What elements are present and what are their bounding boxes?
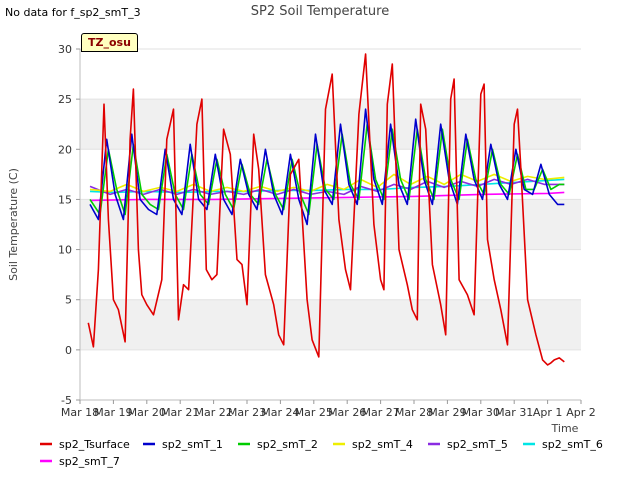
x-tick-label: Mar 23 [228,406,266,419]
y-tick-label: 10 [58,244,72,257]
x-tick-label: Mar 30 [462,406,500,419]
legend-label-sp2_smT_5: sp2_smT_5 [447,438,508,451]
y-tick-label: 30 [58,43,72,56]
y-tick-label: -5 [61,394,72,407]
x-tick-label: Mar 22 [194,406,232,419]
legend-label-sp2_smT_2: sp2_smT_2 [257,438,318,451]
x-tick-label: Mar 20 [128,406,166,419]
x-tick-label: Mar 29 [428,406,466,419]
series-line-sp2_Tsurface [87,53,565,366]
legend-label-sp2_smT_7: sp2_smT_7 [59,455,120,468]
x-tick-label: Mar 18 [61,406,99,419]
legend-label-sp2_smT_1: sp2_smT_1 [162,438,223,451]
x-tick-label: Mar 21 [161,406,199,419]
series-line-sp2_smT_6 [89,178,565,194]
grid-band [80,299,581,350]
x-tick-label: Mar 24 [261,406,299,419]
y-tick-label: 25 [58,93,72,106]
y-tick-label: 5 [65,294,72,307]
timezone-badge: TZ_osu [81,33,138,52]
chart-title: SP2 Soil Temperature [251,4,389,19]
x-tick-label: Mar 19 [94,406,132,419]
grid-band [80,99,581,150]
y-axis-label: Soil Temperature (C) [7,168,20,281]
x-tick-label: Apr 2 [566,406,596,419]
legend-label-sp2_smT_4: sp2_smT_4 [352,438,413,451]
x-tick-label: Mar 31 [495,406,533,419]
x-axis-label: Time [551,422,579,435]
x-tick-label: Mar 25 [295,406,333,419]
legend-label-sp2_smT_6: sp2_smT_6 [542,438,603,451]
y-tick-label: 15 [58,193,72,206]
y-tick-label: 20 [58,143,72,156]
series-line-sp2_smT_7 [89,191,565,202]
y-tick-label: 0 [65,344,72,357]
x-tick-label: Mar 27 [361,406,399,419]
series-line-sp2_smT_2 [89,123,565,216]
x-tick-label: Apr 1 [533,406,563,419]
legend-label-sp2_Tsurface: sp2_Tsurface [59,438,130,451]
no-data-note: No data for f_sp2_smT_3 [5,6,141,19]
x-tick-label: Mar 28 [395,406,433,419]
x-tick-label: Mar 26 [328,406,366,419]
